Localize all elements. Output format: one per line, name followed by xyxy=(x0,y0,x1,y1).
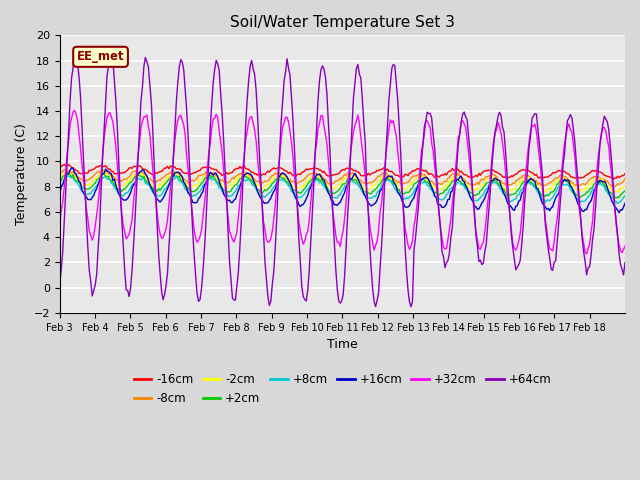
Line: +8cm: +8cm xyxy=(60,176,625,204)
X-axis label: Time: Time xyxy=(327,338,358,351)
+32cm xyxy=(70,108,78,113)
+2cm xyxy=(77,182,84,188)
+32cm xyxy=(77,144,84,150)
+64cm xyxy=(72,49,80,55)
+64cm xyxy=(77,93,84,98)
-2cm xyxy=(75,180,83,185)
-16cm xyxy=(609,177,617,182)
-8cm xyxy=(611,184,618,190)
-2cm xyxy=(546,185,554,191)
Text: EE_met: EE_met xyxy=(77,50,124,63)
+16cm xyxy=(56,191,63,196)
+32cm xyxy=(94,201,102,206)
+64cm xyxy=(407,304,415,310)
+16cm xyxy=(621,201,629,206)
-16cm xyxy=(56,164,63,170)
-2cm xyxy=(460,178,468,184)
-8cm xyxy=(545,180,552,186)
+2cm xyxy=(612,195,620,201)
-16cm xyxy=(348,166,356,172)
-16cm xyxy=(620,173,627,179)
-2cm xyxy=(348,174,356,180)
-8cm xyxy=(56,171,63,177)
+64cm xyxy=(56,281,63,287)
Line: +2cm: +2cm xyxy=(60,173,625,198)
Title: Soil/Water Temperature Set 3: Soil/Water Temperature Set 3 xyxy=(230,15,455,30)
+32cm xyxy=(620,247,627,252)
-16cm xyxy=(77,171,84,177)
-16cm xyxy=(545,174,552,180)
+64cm xyxy=(94,245,102,251)
-8cm xyxy=(348,170,356,176)
+64cm xyxy=(546,256,554,262)
Line: -8cm: -8cm xyxy=(60,169,625,187)
+16cm xyxy=(77,180,84,186)
-2cm xyxy=(620,184,627,190)
Legend: -16cm, -8cm, -2cm, +2cm, +8cm, +16cm, +32cm, +64cm: -16cm, -8cm, -2cm, +2cm, +8cm, +16cm, +3… xyxy=(129,369,556,410)
+64cm xyxy=(620,272,627,278)
+64cm xyxy=(462,114,470,120)
+8cm xyxy=(94,182,102,188)
+2cm xyxy=(620,189,627,195)
-2cm xyxy=(93,175,100,181)
+32cm xyxy=(348,139,356,145)
+8cm xyxy=(620,195,627,201)
+32cm xyxy=(583,251,591,257)
-2cm xyxy=(541,189,549,195)
+16cm xyxy=(69,165,77,171)
-2cm xyxy=(136,169,143,175)
+16cm xyxy=(460,179,468,184)
+2cm xyxy=(56,179,63,185)
+16cm xyxy=(545,205,552,211)
+64cm xyxy=(621,260,629,265)
+2cm xyxy=(460,180,468,186)
Line: +32cm: +32cm xyxy=(60,110,625,254)
-2cm xyxy=(56,176,63,182)
Line: +16cm: +16cm xyxy=(60,168,625,213)
Line: -16cm: -16cm xyxy=(60,164,625,180)
-8cm xyxy=(94,168,102,174)
+8cm xyxy=(56,184,63,190)
+16cm xyxy=(620,204,627,210)
-8cm xyxy=(77,177,84,182)
+8cm xyxy=(65,173,72,179)
+8cm xyxy=(460,184,468,190)
-16cm xyxy=(94,164,102,170)
-16cm xyxy=(60,161,68,167)
Y-axis label: Temperature (C): Temperature (C) xyxy=(15,123,28,225)
+8cm xyxy=(614,201,621,206)
-8cm xyxy=(621,176,629,181)
+2cm xyxy=(621,188,629,194)
+32cm xyxy=(621,243,629,249)
+8cm xyxy=(621,193,629,199)
Line: +64cm: +64cm xyxy=(60,52,625,307)
+32cm xyxy=(56,220,63,226)
+2cm xyxy=(63,170,71,176)
+8cm xyxy=(77,186,84,192)
+16cm xyxy=(94,181,102,187)
-8cm xyxy=(460,177,468,182)
-16cm xyxy=(621,171,629,177)
+16cm xyxy=(615,210,623,216)
-8cm xyxy=(620,179,627,184)
+64cm xyxy=(348,125,356,131)
+32cm xyxy=(460,121,468,127)
+2cm xyxy=(545,193,552,199)
+8cm xyxy=(545,197,552,203)
-8cm xyxy=(60,167,68,172)
+32cm xyxy=(545,238,552,244)
Line: -2cm: -2cm xyxy=(60,172,625,192)
+2cm xyxy=(94,176,102,182)
+16cm xyxy=(348,176,356,181)
-2cm xyxy=(621,183,629,189)
+2cm xyxy=(348,176,356,182)
-16cm xyxy=(460,172,468,178)
+8cm xyxy=(348,177,356,183)
